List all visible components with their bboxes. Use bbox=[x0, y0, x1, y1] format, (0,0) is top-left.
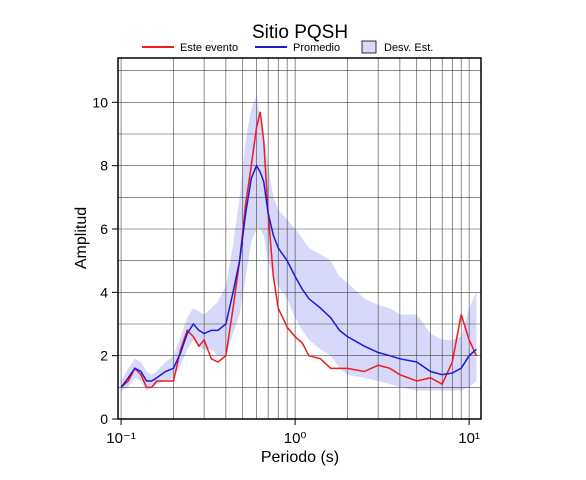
x-tick-label: 10¹ bbox=[458, 430, 480, 447]
legend-label: Este evento bbox=[180, 42, 238, 54]
legend-swatch bbox=[361, 40, 377, 54]
plot-frame bbox=[117, 57, 482, 420]
y-tick-label: 8 bbox=[100, 158, 108, 174]
y-tick-label: 10 bbox=[92, 94, 108, 110]
legend-label: Promedio bbox=[293, 42, 340, 54]
series-line bbox=[120, 163, 477, 388]
x-tick-label: 10⁻¹ bbox=[106, 430, 136, 447]
series-line bbox=[120, 111, 478, 389]
y-tick-label: 2 bbox=[100, 348, 108, 364]
legend-label: Desv. Est. bbox=[384, 42, 433, 54]
y-tick-label: 0 bbox=[100, 411, 108, 427]
std-band bbox=[121, 96, 477, 391]
x-axis-label: Periodo (s) bbox=[261, 449, 339, 466]
y-tick-label: 6 bbox=[100, 221, 108, 237]
y-axis-label: Amplitud bbox=[73, 207, 90, 269]
y-tick-label: 4 bbox=[100, 284, 108, 300]
x-tick-label: 10⁰ bbox=[284, 430, 307, 447]
chart-title: Sitio PQSH bbox=[252, 22, 348, 43]
